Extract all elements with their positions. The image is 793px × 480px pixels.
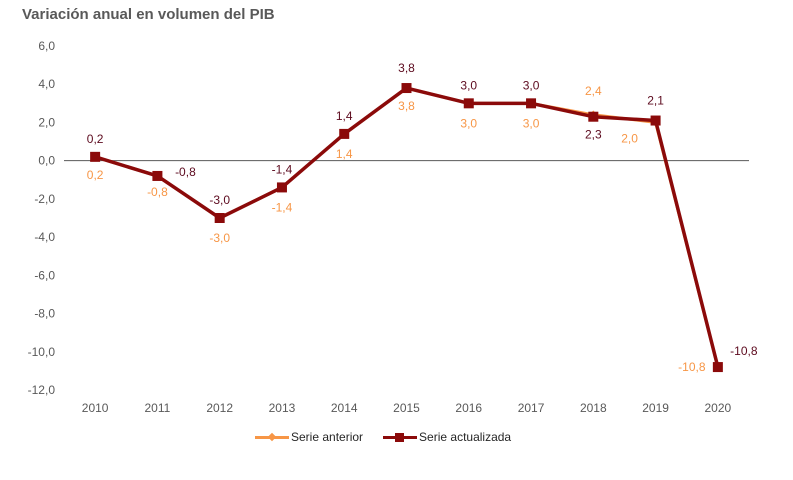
x-tick-label: 2011 [145,401,171,415]
x-tick-label: 2015 [393,401,420,415]
data-point [276,182,287,193]
legend: Serie anterior Serie actualizada [255,430,511,444]
data-label-anterior: 3,0 [523,116,540,130]
series-serie-anterior [90,83,723,372]
y-tick-label: 4,0 [38,77,55,91]
data-point [588,111,599,122]
data-label-actualizada: 2,3 [585,128,602,142]
data-point [526,98,537,109]
data-label-anterior: -3,0 [209,231,230,245]
x-tick-label: 2019 [642,401,669,415]
legend-swatch-actualizada [383,432,418,442]
y-tick-label: -10,0 [28,345,56,359]
data-label-actualizada: 2,1 [647,94,664,108]
y-tick-label: -4,0 [34,230,55,244]
legend-item-serie-actualizada[interactable]: Serie actualizada [383,430,511,444]
data-label-anterior: -10,8 [678,360,706,374]
data-label-anterior: -0,8 [147,185,168,199]
data-label-anterior: -1,4 [272,200,293,214]
series-serie-actualizada [90,83,723,373]
data-label-actualizada: -0,8 [175,165,196,179]
x-tick-label: 2016 [455,401,482,415]
legend-swatch-anterior [255,432,289,442]
data-point [90,151,101,162]
data-point [214,213,225,223]
x-tick-label: 2012 [206,401,233,415]
y-tick-label: -8,0 [34,307,55,321]
data-point [650,115,661,126]
data-label-anterior: 2,4 [585,84,602,98]
data-point [712,362,723,373]
x-tick-label: 2020 [705,401,732,415]
series-line [94,86,720,368]
data-label-actualizada: -10,8 [730,344,758,358]
legend-label: Serie actualizada [419,430,512,444]
data-point [463,98,474,109]
data-label-actualizada: 3,8 [398,61,415,75]
y-tick-label: -2,0 [34,192,55,206]
y-axis: 6,0 4,0 2,0 0,0 -2,0 -4,0 -6,0 -8,0 -10,0 -12,0 [28,39,56,397]
legend-label: Serie anterior [291,430,364,444]
data-label-actualizada: -1,4 [272,162,293,176]
series-group [90,83,723,373]
x-tick-label: 2018 [580,401,607,415]
data-label-anterior: 1,4 [336,147,353,161]
data-point [401,83,412,94]
x-tick-label: 2013 [269,401,296,415]
series-line [94,86,720,368]
data-label-anterior: 3,8 [398,99,415,113]
y-tick-label: 6,0 [38,39,55,53]
y-tick-label: 0,0 [38,154,55,168]
data-label-actualizada: -3,0 [209,193,230,207]
data-point [152,170,163,181]
legend-item-serie-anterior[interactable]: Serie anterior [255,430,363,444]
y-tick-label: 2,0 [38,115,55,129]
x-tick-label: 2017 [518,401,545,415]
data-label-actualizada: 1,4 [336,109,353,123]
x-tick-label: 2010 [82,401,109,415]
x-axis: 2010 2011 2012 2013 2014 2015 2016 2017 2018 2019… [82,401,732,415]
data-labels: 0,2 -0,8 -3,0 -1,4 1,4 3,8 3,0 3,0 2,4 2,0 -10,8 0,… [87,61,758,374]
data-label-actualizada: 3,0 [523,78,540,92]
data-label-actualizada: 3,0 [460,78,477,92]
chart-title: Variación anual en volumen del PIB [22,6,275,23]
y-tick-label: -12,0 [28,383,56,397]
data-label-actualizada: 0,2 [87,132,104,146]
data-label-anterior: 3,0 [460,116,477,130]
y-tick-label: -6,0 [34,268,55,282]
data-label-anterior: 2,0 [621,131,638,145]
data-label-anterior: 0,2 [87,168,104,182]
x-tick-label: 2014 [331,401,358,415]
data-point [339,128,350,139]
